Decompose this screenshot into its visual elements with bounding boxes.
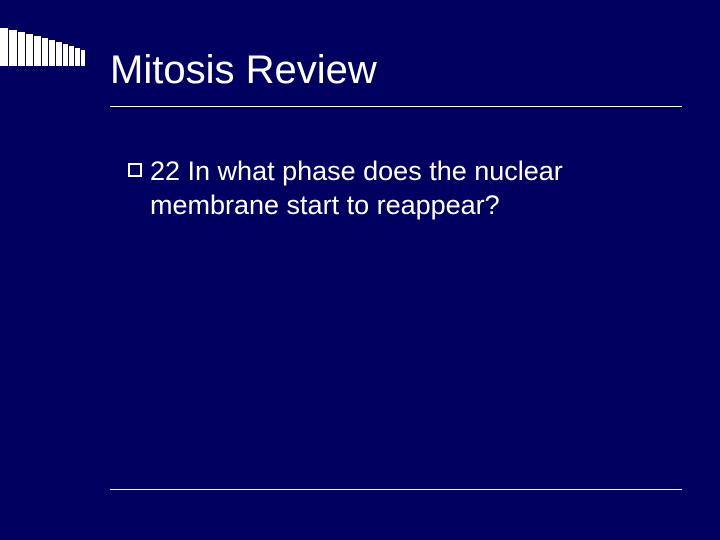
bar [81, 50, 85, 66]
question-text: 22 In what phase does the nuclear membra… [150, 155, 660, 223]
content-area: Mitosis Review [110, 48, 680, 101]
bar [49, 40, 55, 66]
bar [26, 34, 33, 66]
bar [63, 44, 68, 66]
bottom-underline [110, 489, 682, 490]
bar [0, 28, 8, 66]
checkbox-bullet-icon [128, 163, 142, 177]
bar [75, 48, 80, 66]
bullet-item: 22 In what phase does the nuclear membra… [128, 155, 660, 223]
title-underline [110, 106, 682, 107]
bar [18, 32, 25, 66]
bar [56, 42, 62, 66]
bar [42, 38, 48, 66]
bars-decoration [0, 28, 86, 66]
bar [9, 30, 17, 66]
bar [69, 46, 74, 66]
body-content: 22 In what phase does the nuclear membra… [128, 155, 660, 223]
slide-title: Mitosis Review [110, 48, 680, 93]
bar [34, 36, 41, 66]
